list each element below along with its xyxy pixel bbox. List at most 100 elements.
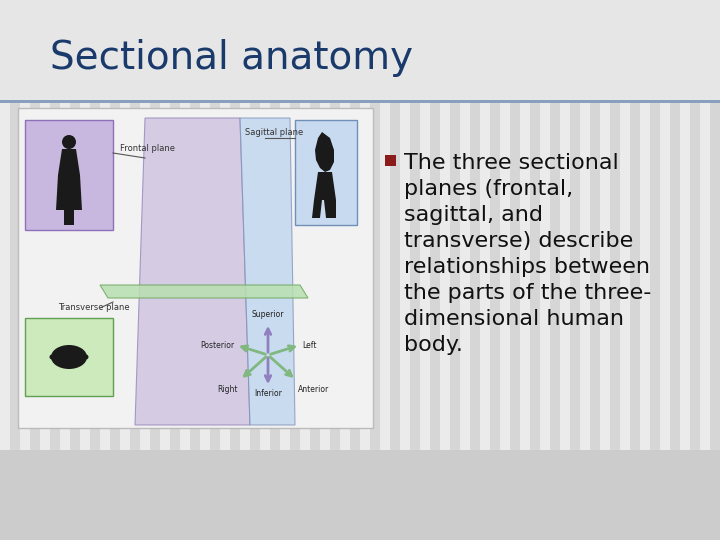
Polygon shape <box>56 149 82 225</box>
Text: Sectional anatomy: Sectional anatomy <box>50 39 413 77</box>
Bar <box>530 0 540 540</box>
Bar <box>670 0 680 540</box>
Bar <box>630 0 640 540</box>
Text: Frontal plane: Frontal plane <box>120 144 175 153</box>
Text: the parts of the three-: the parts of the three- <box>404 283 652 303</box>
Bar <box>330 0 340 540</box>
Bar <box>320 0 330 540</box>
Bar <box>300 0 310 540</box>
Bar <box>290 0 300 540</box>
Bar <box>600 0 610 540</box>
Bar <box>390 0 400 540</box>
Bar <box>18 108 373 428</box>
Bar <box>180 0 190 540</box>
Bar <box>90 0 100 540</box>
Bar <box>490 0 500 540</box>
Bar <box>240 0 250 540</box>
Bar <box>680 0 690 540</box>
Text: body.: body. <box>404 335 463 355</box>
Bar <box>280 0 290 540</box>
Bar <box>410 0 420 540</box>
Bar <box>570 0 580 540</box>
Text: The three sectional: The three sectional <box>404 153 618 173</box>
Text: Transverse plane: Transverse plane <box>58 303 130 312</box>
Bar <box>0 100 720 103</box>
Bar <box>450 0 460 540</box>
Bar <box>460 0 470 540</box>
Bar <box>510 0 520 540</box>
Polygon shape <box>135 118 250 425</box>
Bar <box>200 0 210 540</box>
Bar <box>660 0 670 540</box>
Bar <box>230 0 240 540</box>
Bar <box>295 120 357 225</box>
Bar <box>440 0 450 540</box>
Ellipse shape <box>62 135 76 149</box>
Text: sagittal, and: sagittal, and <box>404 205 543 225</box>
Bar <box>480 0 490 540</box>
Bar <box>0 0 10 540</box>
Ellipse shape <box>84 354 89 360</box>
Bar <box>0 450 720 540</box>
Bar <box>380 0 390 540</box>
Bar <box>350 0 360 540</box>
Bar <box>640 0 650 540</box>
Bar <box>520 0 530 540</box>
Bar <box>385 155 396 166</box>
Text: Sagittal plane: Sagittal plane <box>245 128 303 137</box>
Text: Left: Left <box>302 341 317 349</box>
Text: dimensional human: dimensional human <box>404 309 624 329</box>
Bar <box>650 0 660 540</box>
Bar <box>620 0 630 540</box>
Bar <box>700 0 710 540</box>
Bar <box>500 0 510 540</box>
Bar <box>160 0 170 540</box>
Text: transverse) describe: transverse) describe <box>404 231 634 251</box>
Bar <box>710 0 720 540</box>
Bar <box>360 0 370 540</box>
Bar <box>100 0 110 540</box>
Bar <box>25 120 113 230</box>
Text: planes (frontal,: planes (frontal, <box>404 179 573 199</box>
Text: Right: Right <box>217 385 238 394</box>
Bar <box>610 0 620 540</box>
Bar <box>310 0 320 540</box>
Text: relationships between: relationships between <box>404 257 650 277</box>
Ellipse shape <box>51 345 87 369</box>
Bar <box>170 0 180 540</box>
Bar <box>130 0 140 540</box>
Polygon shape <box>100 285 308 298</box>
Text: Inferior: Inferior <box>254 389 282 398</box>
Bar <box>470 0 480 540</box>
Text: Anterior: Anterior <box>298 385 329 394</box>
Bar <box>560 0 570 540</box>
Bar <box>70 0 80 540</box>
Bar <box>150 0 160 540</box>
Bar <box>190 0 200 540</box>
Text: Posterior: Posterior <box>200 341 234 349</box>
Bar <box>270 0 280 540</box>
Bar <box>40 0 50 540</box>
Bar <box>580 0 590 540</box>
Bar <box>120 0 130 540</box>
Bar <box>250 0 260 540</box>
Polygon shape <box>240 118 295 425</box>
Bar <box>25 318 113 396</box>
Bar <box>430 0 440 540</box>
Bar <box>420 0 430 540</box>
Bar <box>540 0 550 540</box>
Bar <box>550 0 560 540</box>
Bar <box>340 0 350 540</box>
Ellipse shape <box>50 354 55 360</box>
Bar <box>10 0 20 540</box>
Bar <box>260 0 270 540</box>
Bar <box>50 0 60 540</box>
Bar <box>370 0 380 540</box>
Bar <box>140 0 150 540</box>
Text: Superior: Superior <box>252 310 284 319</box>
Bar <box>210 0 220 540</box>
Polygon shape <box>315 132 334 172</box>
Bar <box>400 0 410 540</box>
Bar <box>690 0 700 540</box>
Bar <box>590 0 600 540</box>
